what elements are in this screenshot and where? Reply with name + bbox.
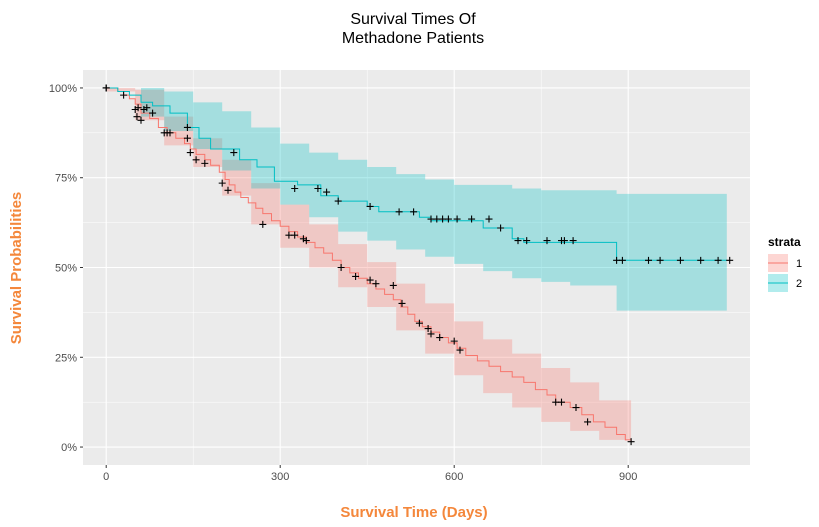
censor-mark-strata-2 [497, 224, 505, 232]
censor-mark-strata-1 [427, 330, 435, 338]
censor-mark-strata-2 [410, 208, 418, 216]
censor-mark-strata-1 [337, 264, 345, 271]
censor-mark-strata-2 [444, 215, 452, 223]
y-tick-label: 50% [55, 263, 77, 275]
censor-mark-strata-1 [224, 186, 232, 194]
censor-mark-strata-1 [302, 237, 310, 245]
x-tick-label: 900 [619, 471, 637, 483]
censor-mark-strata-2 [514, 237, 522, 245]
censor-mark-strata-2 [485, 215, 493, 223]
x-tick-label: 0 [103, 471, 109, 483]
censor-mark-strata-1 [291, 231, 299, 239]
censor-mark-strata-2 [366, 202, 374, 210]
censor-mark-strata-1 [572, 404, 580, 412]
censor-mark-strata-1 [186, 149, 194, 157]
censor-mark-strata-1 [424, 325, 432, 333]
censor-mark-strata-2 [102, 84, 110, 92]
censor-mark-strata-2 [183, 123, 191, 131]
censor-mark-strata-1 [366, 276, 374, 284]
censor-mark-strata-1 [450, 337, 458, 345]
y-tick-label: 25% [55, 352, 77, 364]
censor-mark-strata-2 [230, 149, 238, 157]
censor-mark-strata-2 [523, 237, 531, 245]
censor-marks [102, 84, 734, 446]
censor-mark-strata-2 [163, 129, 171, 137]
censor-mark-strata-2 [323, 188, 331, 196]
legend-title: strata [768, 235, 801, 249]
x-tick-label: 600 [445, 471, 463, 483]
censor-mark-strata-2 [334, 197, 342, 205]
censor-mark-strata-2 [560, 237, 568, 245]
censor-mark-strata-1 [218, 179, 226, 187]
censor-mark-strata-1 [120, 91, 128, 99]
legend-label-strata-1: 1 [796, 258, 802, 270]
censor-mark-strata-2 [314, 185, 322, 192]
censor-mark-strata-2 [645, 256, 652, 264]
survival-curve-strata-2 [106, 87, 727, 261]
survival-curve-strata-1 [106, 87, 632, 442]
y-tick-label: 0% [61, 442, 77, 454]
chart-title-line-2: Methadone Patients [342, 30, 484, 47]
censor-mark-strata-2 [714, 256, 722, 264]
censor-mark-strata-1 [398, 299, 406, 307]
y-tick-label: 100% [49, 83, 77, 95]
censor-mark-strata-1 [192, 156, 200, 164]
censor-mark-strata-2 [291, 185, 299, 192]
censor-mark-strata-2 [543, 237, 551, 245]
censor-mark-strata-2 [676, 256, 684, 264]
censor-mark-strata-1 [137, 116, 145, 124]
chart-title-line-1: Survival Times Of [350, 11, 476, 28]
censor-mark-strata-1 [259, 220, 267, 228]
censor-mark-strata-1 [456, 346, 464, 354]
censor-mark-strata-2 [453, 215, 461, 223]
x-tick-label: 300 [271, 471, 289, 483]
x-axis-title: Survival Time (Days) [340, 504, 487, 521]
censor-mark-strata-2 [726, 256, 734, 264]
censor-mark-strata-2 [468, 215, 476, 223]
censor-mark-strata-2 [618, 256, 626, 264]
censor-mark-strata-1 [183, 134, 191, 142]
legend: strata 1 2 [768, 235, 802, 292]
y-axis: 0% 25% 50% 75% 100% [49, 83, 83, 454]
x-axis: 0 300 600 900 [103, 465, 637, 483]
censor-mark-strata-1 [558, 398, 565, 406]
censor-mark-strata-2 [143, 104, 151, 112]
censor-mark-strata-1 [149, 109, 157, 117]
censor-mark-strata-1 [389, 281, 397, 289]
y-axis-title: Survival Probabilities [8, 192, 25, 345]
censor-mark-strata-1 [372, 280, 380, 288]
confidence-bands [106, 87, 727, 446]
y-tick-label: 75% [55, 173, 77, 185]
censor-mark-strata-2 [134, 104, 142, 112]
censor-mark-strata-2 [395, 208, 403, 216]
censor-mark-strata-2 [569, 237, 577, 245]
grid-lines [83, 70, 750, 465]
censor-mark-strata-1 [133, 113, 141, 121]
ci-band-strata-2 [106, 87, 727, 311]
censor-mark-strata-1 [436, 334, 444, 342]
ci-band-strata-1 [106, 87, 632, 446]
legend-label-strata-2: 2 [796, 278, 802, 290]
censor-mark-strata-1 [584, 418, 592, 426]
survival-curves [106, 87, 727, 442]
censor-mark-strata-1 [352, 272, 360, 280]
censor-mark-strata-1 [201, 159, 209, 167]
censor-mark-strata-2 [656, 256, 664, 264]
censor-mark-strata-1 [415, 319, 423, 327]
censor-mark-strata-2 [697, 256, 705, 264]
censor-mark-strata-1 [627, 438, 635, 446]
